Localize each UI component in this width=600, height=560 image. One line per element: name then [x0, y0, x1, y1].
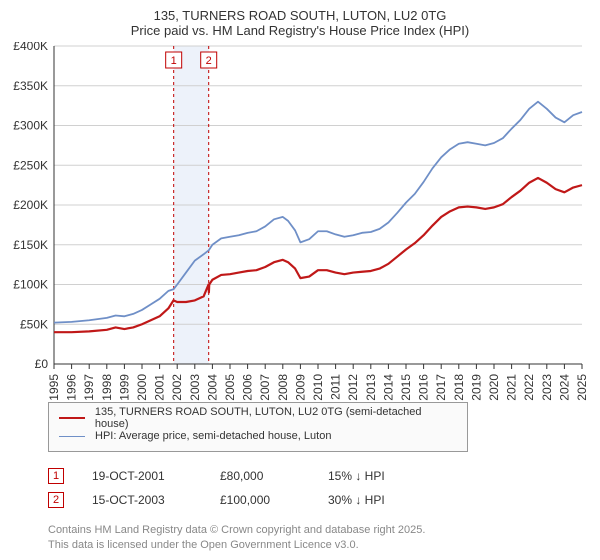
- title-line-2: Price paid vs. HM Land Registry's House …: [0, 23, 600, 38]
- svg-text:2023: 2023: [540, 374, 554, 401]
- sale-date: 15-OCT-2003: [92, 493, 192, 507]
- legend: 135, TURNERS ROAD SOUTH, LUTON, LU2 0TG …: [48, 402, 468, 452]
- line-chart: £0 £50K £100K £150K £200K £250K £300K £350K £400…: [6, 42, 588, 422]
- legend-swatch: [59, 417, 85, 419]
- sale-row: 1 19-OCT-2001 £80,000 15% ↓ HPI: [48, 464, 418, 488]
- svg-text:2022: 2022: [522, 374, 536, 401]
- chart-area: £0 £50K £100K £150K £200K £250K £300K £350K £400…: [6, 42, 588, 422]
- svg-text:2009: 2009: [293, 374, 307, 401]
- svg-text:2012: 2012: [346, 374, 360, 401]
- sale-date: 19-OCT-2001: [92, 469, 192, 483]
- svg-text:£400K: £400K: [13, 42, 48, 53]
- svg-text:2002: 2002: [170, 374, 184, 401]
- svg-text:2024: 2024: [557, 374, 571, 401]
- legend-label: HPI: Average price, semi-detached house,…: [95, 430, 331, 442]
- svg-text:£200K: £200K: [13, 198, 48, 212]
- page: 135, TURNERS ROAD SOUTH, LUTON, LU2 0TG …: [0, 0, 600, 560]
- legend-label: 135, TURNERS ROAD SOUTH, LUTON, LU2 0TG …: [95, 406, 457, 430]
- svg-text:2001: 2001: [153, 374, 167, 401]
- svg-text:2025: 2025: [575, 374, 588, 401]
- svg-text:1997: 1997: [82, 374, 96, 401]
- svg-text:2005: 2005: [223, 374, 237, 401]
- svg-text:2: 2: [206, 55, 212, 67]
- svg-text:1: 1: [171, 55, 177, 67]
- copyright-footer: Contains HM Land Registry data © Crown c…: [48, 523, 425, 552]
- svg-text:2003: 2003: [188, 374, 202, 401]
- svg-text:2008: 2008: [276, 374, 290, 401]
- chart-title-block: 135, TURNERS ROAD SOUTH, LUTON, LU2 0TG …: [0, 0, 600, 42]
- footer-line-1: Contains HM Land Registry data © Crown c…: [48, 523, 425, 537]
- svg-text:2019: 2019: [469, 374, 483, 401]
- svg-text:£350K: £350K: [13, 79, 48, 93]
- svg-text:2015: 2015: [399, 374, 413, 401]
- sale-price: £100,000: [220, 493, 300, 507]
- svg-text:2006: 2006: [241, 374, 255, 401]
- svg-text:2013: 2013: [364, 374, 378, 401]
- svg-text:£150K: £150K: [13, 238, 48, 252]
- svg-text:£0: £0: [35, 357, 49, 371]
- svg-text:2017: 2017: [434, 374, 448, 401]
- svg-text:1998: 1998: [100, 374, 114, 401]
- sale-delta: 15% ↓ HPI: [328, 469, 418, 483]
- svg-text:2000: 2000: [135, 374, 149, 401]
- footer-line-2: This data is licensed under the Open Gov…: [48, 538, 425, 552]
- svg-text:2004: 2004: [205, 374, 219, 401]
- sale-marker: 2: [48, 492, 64, 508]
- legend-swatch: [59, 436, 85, 437]
- svg-text:2007: 2007: [258, 374, 272, 401]
- svg-text:1996: 1996: [65, 374, 79, 401]
- svg-text:2010: 2010: [311, 374, 325, 401]
- svg-text:£250K: £250K: [13, 158, 48, 172]
- svg-text:2021: 2021: [505, 374, 519, 401]
- title-line-1: 135, TURNERS ROAD SOUTH, LUTON, LU2 0TG: [0, 8, 600, 23]
- sale-row: 2 15-OCT-2003 £100,000 30% ↓ HPI: [48, 488, 418, 512]
- sale-marker: 1: [48, 468, 64, 484]
- svg-text:2020: 2020: [487, 374, 501, 401]
- svg-text:2018: 2018: [452, 374, 466, 401]
- svg-text:2014: 2014: [381, 374, 395, 401]
- svg-text:1999: 1999: [117, 374, 131, 401]
- sales-table: 1 19-OCT-2001 £80,000 15% ↓ HPI 2 15-OCT-2003…: [48, 464, 418, 512]
- svg-text:£50K: £50K: [20, 317, 48, 331]
- svg-text:£300K: £300K: [13, 119, 48, 133]
- svg-text:2011: 2011: [329, 374, 343, 400]
- legend-row: 135, TURNERS ROAD SOUTH, LUTON, LU2 0TG …: [59, 409, 457, 427]
- svg-text:£100K: £100K: [13, 278, 48, 292]
- sale-price: £80,000: [220, 469, 300, 483]
- sale-delta: 30% ↓ HPI: [328, 493, 418, 507]
- svg-text:2016: 2016: [417, 374, 431, 401]
- svg-text:1995: 1995: [47, 374, 61, 401]
